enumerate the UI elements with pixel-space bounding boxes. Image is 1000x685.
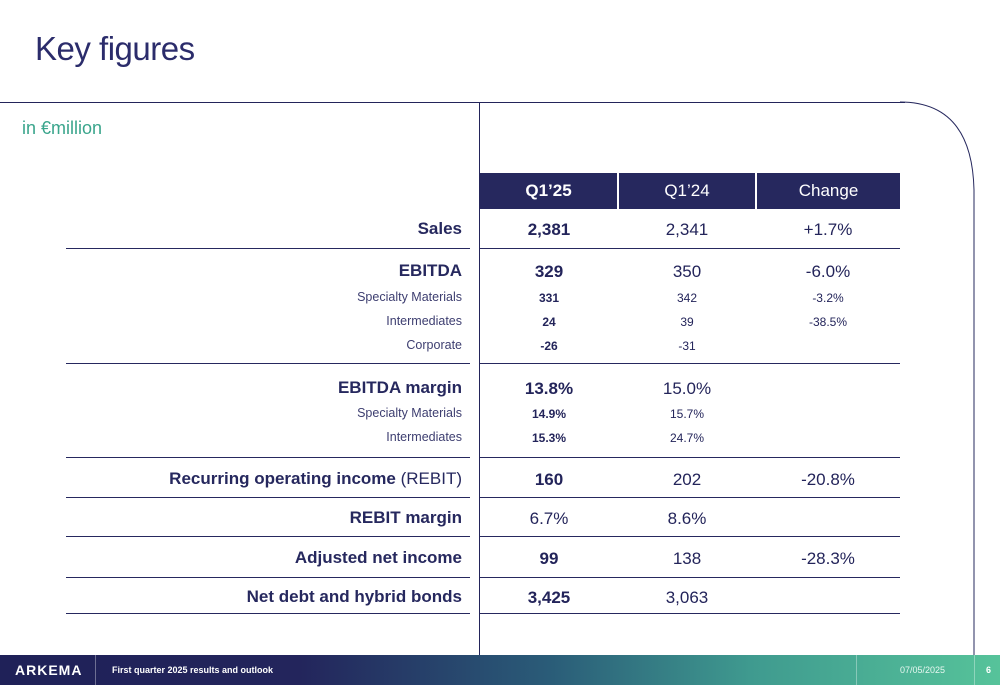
rebit-label-text: Recurring operating income (169, 469, 396, 488)
row-separator (66, 248, 470, 249)
sales-change: +1.7% (803, 220, 853, 239)
row-separator (480, 363, 900, 364)
sales-q1-25: 2,381 (527, 220, 571, 239)
ebitda-corporate-q1-25: -26 (540, 339, 558, 353)
row-label-ebitda-margin: EBITDA margin (337, 378, 462, 397)
column-divider (479, 102, 480, 655)
row-separator (480, 577, 900, 578)
rebit-label-suffix: (REBIT) (400, 469, 462, 488)
ebitda-specialty-change: -3.2% (812, 291, 844, 305)
margin-intermediates-q1-24: 24.7% (669, 431, 705, 445)
page-title: Key figures (35, 30, 195, 67)
row-label-margin-intermediates: Intermediates (386, 430, 462, 444)
ebitda-specialty-q1-25: 331 (538, 291, 560, 305)
row-label-net-debt: Net debt and hybrid bonds (246, 587, 462, 606)
header-change: Change (757, 173, 900, 209)
ebitda-change: -6.0% (805, 262, 851, 281)
rebit-margin-q1-25: 6.7% (529, 509, 569, 528)
row-label-adjusted-net-income: Adjusted net income (294, 548, 462, 567)
row-separator (480, 248, 900, 249)
header-divider (0, 102, 905, 103)
header-q1-24: Q1’24 (619, 173, 755, 209)
row-separator (66, 497, 470, 498)
ebitda-q1-25: 329 (534, 262, 564, 281)
ebitda-corporate-q1-24: -31 (678, 339, 696, 353)
net-debt-q1-24: 3,063 (665, 588, 709, 607)
adjusted-net-income-q1-25: 99 (539, 549, 559, 568)
ebitda-margin-q1-24: 15.0% (662, 379, 712, 398)
row-label-rebit: Recurring operating income (REBIT) (169, 469, 462, 489)
ebitda-intermediates-q1-25: 24 (542, 315, 556, 329)
ebitda-q1-24: 350 (672, 262, 702, 281)
row-separator (66, 536, 470, 537)
margin-specialty-q1-24: 15.7% (669, 407, 705, 421)
footer-divider (974, 655, 975, 685)
margin-intermediates-q1-25: 15.3% (531, 431, 567, 445)
row-label-sales: Sales (417, 219, 462, 238)
row-label-rebit-margin: REBIT margin (349, 508, 462, 527)
ebitda-intermediates-change: -38.5% (808, 315, 848, 329)
footer-date: 07/05/2025 (900, 665, 946, 675)
ebitda-specialty-q1-24: 342 (676, 291, 698, 305)
footer-divider (95, 655, 96, 685)
header-q1-25: Q1’25 (480, 173, 617, 209)
row-separator (66, 363, 470, 364)
footer-bar (0, 655, 1000, 685)
row-separator (66, 457, 470, 458)
row-separator (480, 536, 900, 537)
row-label-margin-specialty: Specialty Materials (357, 406, 462, 420)
rebit-margin-q1-24: 8.6% (667, 509, 707, 528)
row-separator (480, 497, 900, 498)
row-separator (66, 577, 470, 578)
ebitda-intermediates-q1-24: 39 (680, 315, 694, 329)
row-label-ebitda-intermediates: Intermediates (386, 314, 462, 328)
adjusted-net-income-change: -28.3% (801, 549, 855, 568)
row-separator (66, 613, 470, 614)
page-number: 6 (986, 665, 992, 675)
footer-subtitle: First quarter 2025 results and outlook (112, 665, 274, 675)
row-separator (480, 457, 900, 458)
sales-q1-24: 2,341 (665, 220, 709, 239)
row-label-ebitda-specialty: Specialty Materials (357, 290, 462, 304)
rebit-q1-25: 160 (534, 470, 564, 489)
brand-logo: ARKEMA (15, 662, 83, 678)
rebit-change: -20.8% (801, 470, 855, 489)
footer-divider (856, 655, 857, 685)
row-label-ebitda-corporate: Corporate (406, 338, 462, 352)
row-label-ebitda: EBITDA (398, 261, 462, 280)
unit-label: in €million (22, 118, 103, 138)
row-separator (480, 613, 900, 614)
ebitda-margin-q1-25: 13.8% (524, 379, 574, 398)
adjusted-net-income-q1-24: 138 (672, 549, 702, 568)
net-debt-q1-25: 3,425 (527, 588, 571, 607)
rebit-q1-24: 202 (672, 470, 702, 489)
margin-specialty-q1-25: 14.9% (531, 407, 567, 421)
